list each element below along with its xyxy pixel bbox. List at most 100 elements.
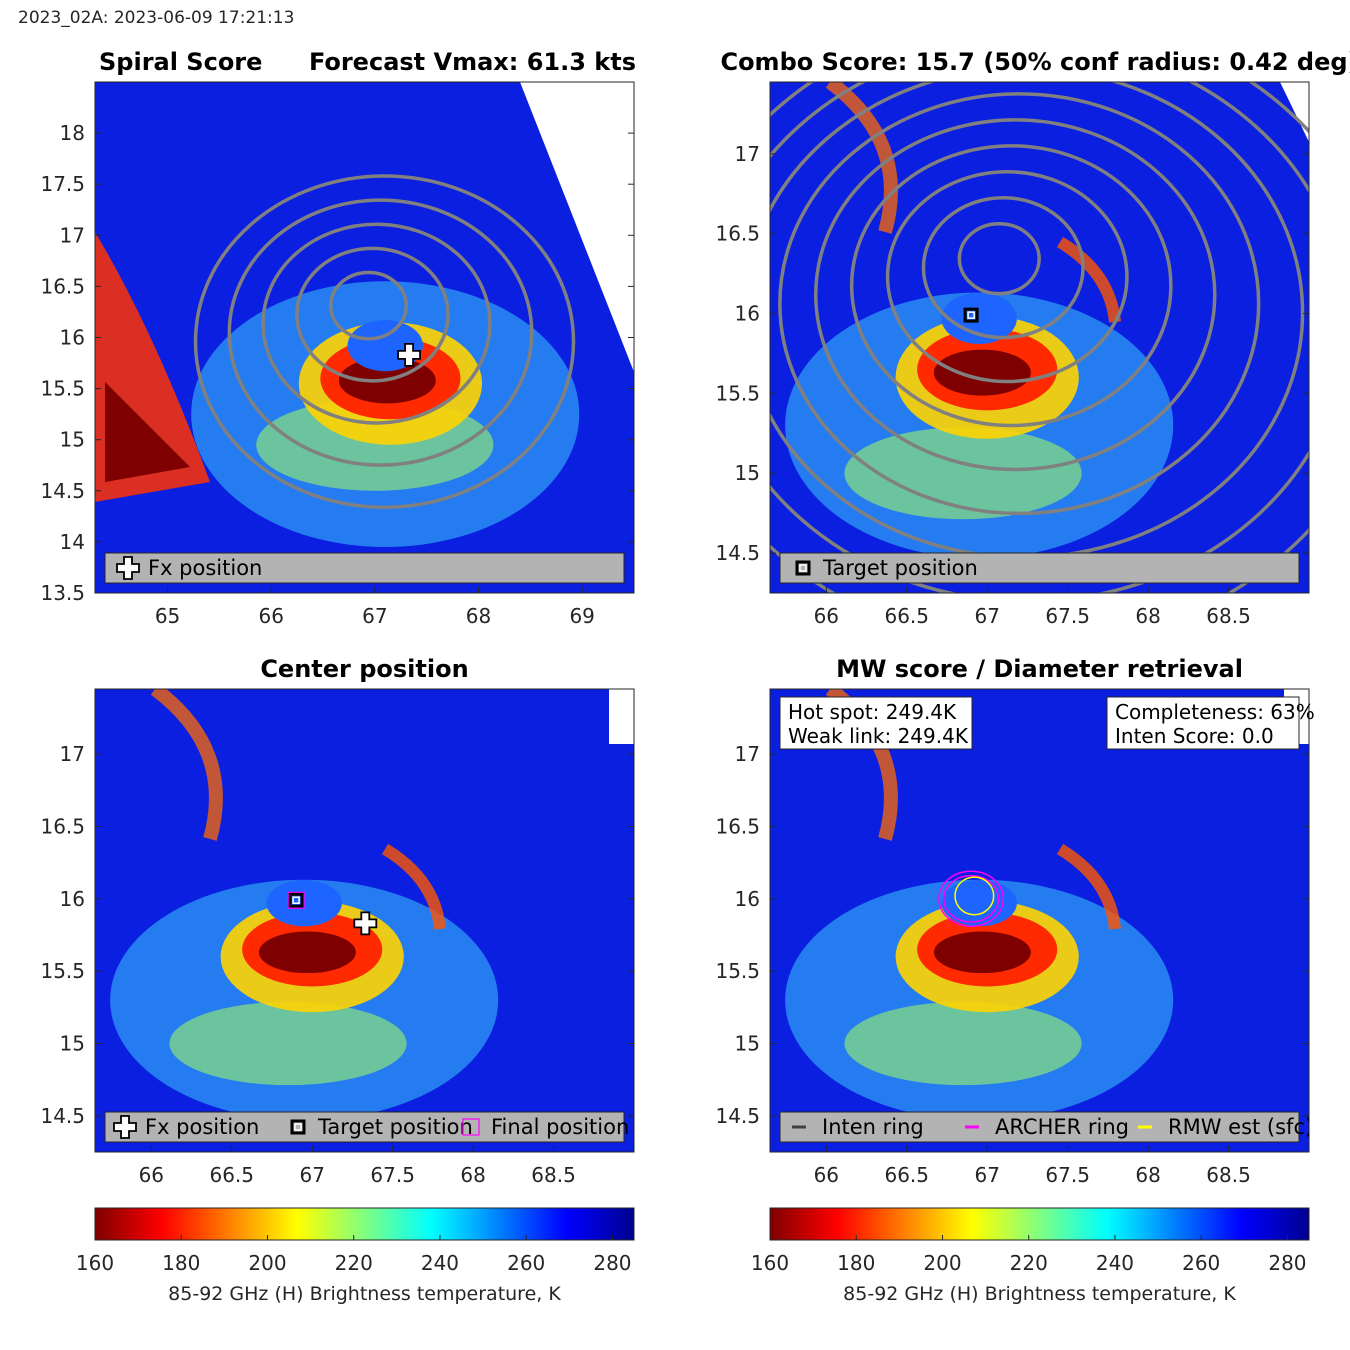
x-tick-label: 67 bbox=[299, 1163, 324, 1187]
contour-line bbox=[193, 174, 576, 509]
y-tick-label: 16.5 bbox=[715, 814, 760, 838]
info-box-left-line: Weak link: 249.4K bbox=[788, 724, 969, 748]
eyewall-darkest bbox=[933, 349, 1031, 396]
colorbar-tick-label: 180 bbox=[162, 1251, 200, 1275]
y-tick-label: 15 bbox=[735, 1031, 760, 1055]
colorbar-tick-label: 240 bbox=[1096, 1251, 1134, 1275]
colorbar-tick-label: 280 bbox=[593, 1251, 631, 1275]
target-position-inner bbox=[799, 564, 807, 572]
colorbar-tick-label: 200 bbox=[248, 1251, 286, 1275]
legend-frame bbox=[779, 1111, 1300, 1143]
east-band bbox=[381, 843, 446, 930]
rmw-ring bbox=[954, 876, 995, 916]
axes-frame bbox=[769, 688, 1310, 1153]
eyewall-darkest bbox=[933, 931, 1031, 974]
y-tick-label: 16 bbox=[735, 302, 760, 326]
y-tick-label: 15.5 bbox=[40, 959, 85, 983]
legend-label: Inten ring bbox=[822, 1115, 924, 1139]
legend-label: Fx position bbox=[145, 1115, 259, 1139]
y-tick-label: 16 bbox=[60, 887, 85, 911]
outer-band bbox=[150, 689, 223, 841]
archer-ring bbox=[938, 870, 1005, 928]
panel-center: 66 66.5 67 67.5 68 68.5 14.5 15 15.5 16 16.5 17 Cent… bbox=[40, 655, 635, 1187]
east-band bbox=[1056, 843, 1121, 930]
panel-title-left: Spiral Score bbox=[99, 48, 262, 76]
x-tick-label: 67 bbox=[974, 604, 999, 628]
legend-label: Fx position bbox=[148, 556, 262, 580]
y-tick-label: 17 bbox=[735, 142, 760, 166]
x-tick-label: 66 bbox=[814, 604, 839, 628]
x-tick-label: 68 bbox=[1135, 1163, 1160, 1187]
y-tick-label: 13.5 bbox=[40, 581, 85, 605]
rainband-south bbox=[844, 1001, 1082, 1086]
x-tick-label: 67.5 bbox=[370, 1163, 415, 1187]
x-tick-label: 68.5 bbox=[1206, 1163, 1251, 1187]
legend-label: Target position bbox=[317, 1115, 473, 1139]
fx-position-marker bbox=[397, 342, 421, 367]
y-tick-label: 16.5 bbox=[40, 814, 85, 838]
x-tick-label: 66.5 bbox=[209, 1163, 254, 1187]
swath-gap bbox=[1280, 82, 1309, 142]
target-position-inner bbox=[967, 311, 975, 319]
x-tick-label: 68.5 bbox=[531, 1163, 576, 1187]
swath-gap bbox=[609, 689, 634, 744]
x-tick-label: 67.5 bbox=[1045, 604, 1090, 628]
brightness-field bbox=[95, 82, 634, 593]
contour-line bbox=[849, 144, 1173, 428]
y-tick-label: 17.5 bbox=[40, 172, 85, 196]
outer-band bbox=[825, 82, 898, 234]
x-tick-label: 68.5 bbox=[1206, 604, 1251, 628]
contour-line bbox=[261, 222, 492, 425]
panel-title: Center position bbox=[260, 655, 468, 683]
panel-mw: 66 66.5 67 67.5 68 68.5 14.5 15 15.5 16 16.5 17 MW s… bbox=[715, 655, 1314, 1187]
x-tick-label: 67 bbox=[362, 604, 387, 628]
contour-line bbox=[328, 270, 409, 341]
y-tick-label: 14.5 bbox=[40, 479, 85, 503]
colorbar-tick-label: 240 bbox=[421, 1251, 459, 1275]
legend: Fx position Target position Final position bbox=[104, 1111, 629, 1143]
y-tick-label: 14 bbox=[60, 530, 85, 554]
outer-band-core bbox=[105, 382, 190, 482]
info-box-right-frame bbox=[1106, 696, 1300, 750]
info-box-right-line: Inten Score: 0.0 bbox=[1115, 724, 1274, 748]
contour-line bbox=[957, 221, 1041, 296]
fx-position-marker bbox=[353, 911, 378, 936]
x-tick-label: 66.5 bbox=[884, 604, 929, 628]
fx-position-marker bbox=[113, 1115, 137, 1139]
y-tick-label: 15.5 bbox=[40, 377, 85, 401]
panel-spiral: 65 66 67 68 69 13.5 14 14.5 15 15.5 16 16.5 17 17.5 18… bbox=[40, 48, 636, 628]
legend: Target position bbox=[779, 552, 1300, 584]
x-tick-label: 69 bbox=[569, 604, 594, 628]
contour-line bbox=[778, 92, 1261, 516]
legend-frame bbox=[779, 552, 1300, 584]
colorbar-gradient bbox=[94, 1207, 635, 1241]
legend-label: Final position bbox=[491, 1115, 629, 1139]
info-box-left-frame bbox=[779, 696, 973, 750]
y-tick-label: 14.5 bbox=[40, 1104, 85, 1128]
y-tick-label: 16.5 bbox=[715, 222, 760, 246]
contour-line bbox=[885, 170, 1129, 384]
info-box-left-line: Hot spot: 249.4K bbox=[788, 700, 957, 724]
legend-frame bbox=[104, 552, 625, 584]
colorbar-tick-label: 280 bbox=[1268, 1251, 1306, 1275]
y-tick-label: 14.5 bbox=[715, 541, 760, 565]
x-tick-label: 66 bbox=[814, 1163, 839, 1187]
target-position-inner bbox=[294, 1123, 302, 1131]
axes-frame bbox=[94, 688, 635, 1153]
panel-title-right: Forecast Vmax: 61.3 kts bbox=[309, 48, 636, 76]
rainband-south bbox=[169, 1001, 407, 1086]
east-band bbox=[1056, 236, 1121, 323]
y-tick-label: 15.5 bbox=[715, 381, 760, 405]
x-tick-label: 68 bbox=[1135, 604, 1160, 628]
y-tick-label: 15 bbox=[60, 1031, 85, 1055]
colorbar-tick-label: 160 bbox=[751, 1251, 789, 1275]
target-position-marker bbox=[795, 560, 811, 576]
colorbar-gradient bbox=[769, 1207, 1310, 1241]
y-tick-label: 14.5 bbox=[715, 1104, 760, 1128]
y-tick-label: 17 bbox=[60, 223, 85, 247]
colorbar-tick-label: 220 bbox=[1010, 1251, 1048, 1275]
legend-label: Target position bbox=[822, 556, 978, 580]
y-tick-label: 15.5 bbox=[715, 959, 760, 983]
y-tick-label: 15 bbox=[735, 461, 760, 485]
